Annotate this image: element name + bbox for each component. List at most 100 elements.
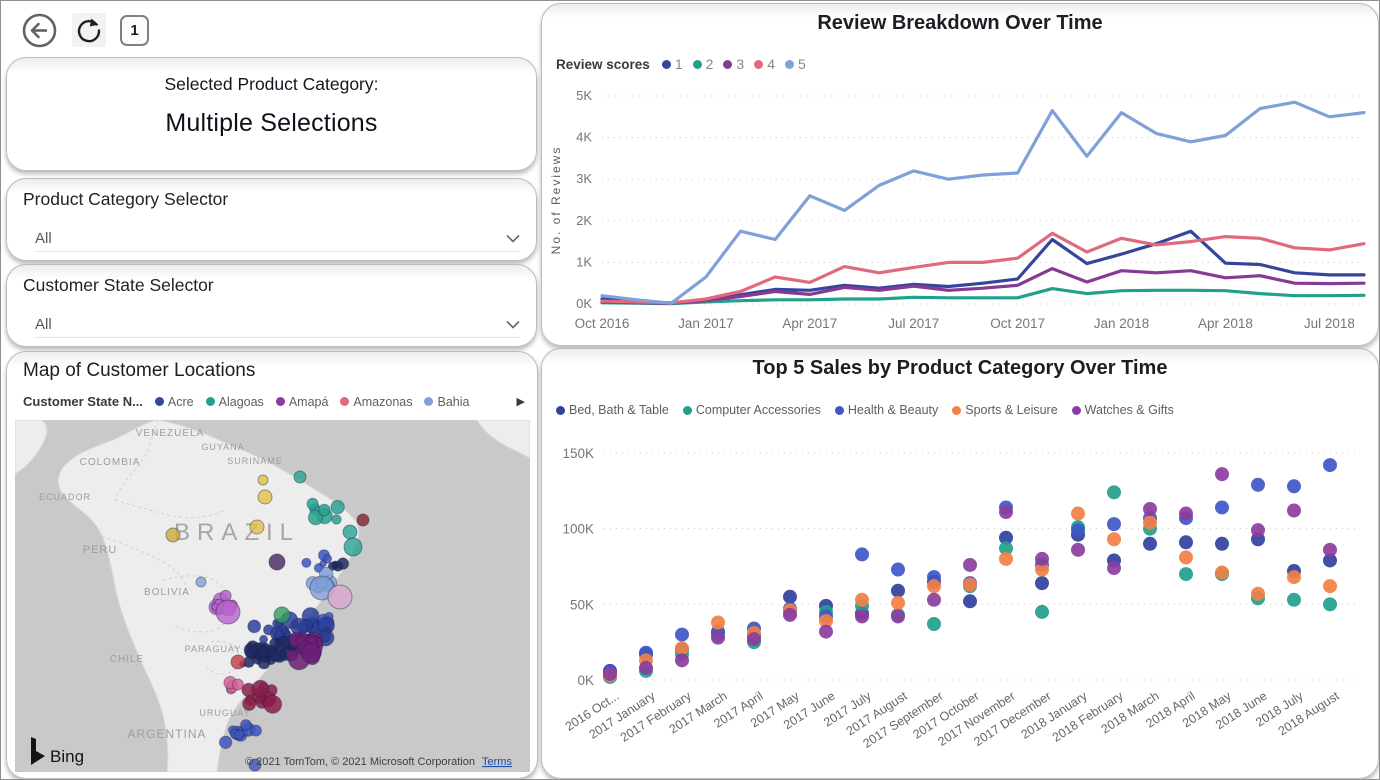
svg-text:Apr 2018: Apr 2018 <box>1198 316 1253 331</box>
svg-text:BRAZIL: BRAZIL <box>174 519 300 546</box>
svg-text:Bing: Bing <box>50 747 84 766</box>
svg-text:2K: 2K <box>576 213 592 228</box>
legend-item[interactable]: 5 <box>785 56 806 72</box>
legend-item[interactable]: Computer Accessories <box>682 403 821 417</box>
map-title: Map of Customer Locations <box>23 360 256 381</box>
legend-dot-icon <box>952 405 962 415</box>
sales-chart-title: Top 5 Sales by Product Category Over Tim… <box>752 357 1168 379</box>
legend-item[interactable]: Health & Beauty <box>834 403 939 417</box>
legend-dot-icon <box>723 59 733 69</box>
legend-dot-icon <box>682 405 692 415</box>
legend-item[interactable]: Amapá <box>275 394 329 409</box>
legend-item[interactable]: Acre <box>154 394 194 409</box>
legend-dot-icon <box>834 405 844 415</box>
legend-label: 5 <box>798 56 806 72</box>
legend-item[interactable]: 2 <box>692 56 713 72</box>
selected-category-card: Selected Product Category: Multiple Sele… <box>6 57 537 171</box>
bing-map[interactable]: VENEZUELA GUYANA SURINAME COLOMBIA ECUADOR PE… <box>15 420 530 772</box>
legend-label: Sports & Leisure <box>965 403 1058 417</box>
svg-text:PARAGUAY: PARAGUAY <box>185 644 242 654</box>
legend-label: Bed, Bath & Table <box>569 403 669 417</box>
refresh-button[interactable] <box>72 13 106 47</box>
legend-label: 4 <box>767 56 775 72</box>
legend-item[interactable]: 3 <box>723 56 744 72</box>
review-legend-items: 1 2 3 4 5 <box>661 56 806 72</box>
legend-label: Computer Accessories <box>695 403 821 417</box>
legend-scroll-right-icon[interactable]: ▶ <box>516 396 525 408</box>
legend-label: 3 <box>736 56 745 72</box>
review-line-chart[interactable]: 0K 1K 2K 3K 4K 5K Oct 2016 Jan 2017 Apr 2017 Jul … <box>546 76 1375 344</box>
svg-text:1K: 1K <box>576 254 592 269</box>
legend-label: Alagoas <box>218 394 264 409</box>
sales-legend-items: Bed, Bath & Table Computer Accessories Hea… <box>556 403 1174 417</box>
legend-label: 1 <box>674 56 683 72</box>
legend-item[interactable]: Watches & Gifts <box>1071 403 1174 417</box>
sales-chart-card: Top 5 Sales by Product Category Over Tim… <box>541 348 1379 779</box>
svg-text:Oct 2016: Oct 2016 <box>575 316 630 331</box>
terms-link[interactable]: Terms <box>482 756 512 768</box>
product-category-value: All <box>35 229 52 247</box>
review-chart-card: Review Breakdown Over Time Review scores… <box>541 3 1379 346</box>
legend-label: Bahia <box>437 394 470 409</box>
review-chart-title: Review Breakdown Over Time <box>817 12 1103 34</box>
legend-item[interactable]: Sports & Leisure <box>952 403 1058 417</box>
map-legend-title: Customer State N... <box>23 394 143 409</box>
selected-category-label: Selected Product Category: <box>164 74 379 94</box>
refresh-icon <box>77 18 101 43</box>
svg-text:ARGENTINA: ARGENTINA <box>127 727 206 741</box>
product-category-slicer: Product Category Selector All <box>6 178 537 261</box>
back-button[interactable] <box>21 12 58 49</box>
svg-text:CHILE: CHILE <box>110 654 144 665</box>
toolbar: 1 <box>21 9 149 51</box>
legend-dot-icon <box>275 397 285 406</box>
map-legend: Customer State N... Acre Alagoas Amapá Amaz… <box>23 394 525 409</box>
map-legend-items: Acre Alagoas Amapá Amazonas Bahia <box>154 394 469 409</box>
legend-dot-icon <box>205 397 215 406</box>
legend-dot-icon <box>661 59 671 69</box>
review-legend-title: Review scores <box>556 56 650 72</box>
svg-text:4K: 4K <box>576 130 592 145</box>
svg-text:5K: 5K <box>576 88 592 103</box>
legend-item[interactable]: 4 <box>754 56 775 72</box>
legend-item[interactable]: Alagoas <box>205 394 264 409</box>
product-category-dropdown[interactable]: All <box>35 225 520 252</box>
legend-dot-icon <box>424 397 434 406</box>
svg-text:SURINAME: SURINAME <box>227 456 283 466</box>
legend-label: Health & Beauty <box>847 403 939 417</box>
svg-text:0K: 0K <box>576 296 592 311</box>
legend-label: Amazonas <box>353 394 413 409</box>
legend-label: Watches & Gifts <box>1084 403 1174 417</box>
back-arrow-icon <box>22 13 57 47</box>
svg-text:Oct 2017: Oct 2017 <box>990 316 1045 331</box>
svg-text:150K: 150K <box>562 446 594 461</box>
legend-label: Amapá <box>288 394 329 409</box>
legend-label: Acre <box>167 394 194 409</box>
page-number-button[interactable]: 1 <box>120 14 149 46</box>
customer-state-slicer-title: Customer State Selector <box>23 275 214 295</box>
legend-item[interactable]: Amazonas <box>340 395 412 409</box>
svg-text:VENEZUELA: VENEZUELA <box>136 428 204 439</box>
svg-text:No. of Reviews: No. of Reviews <box>549 146 563 255</box>
legend-dot-icon <box>1071 405 1081 415</box>
svg-text:© 2021 TomTom, © 2021 Microsof: © 2021 TomTom, © 2021 Microsoft Corporat… <box>245 756 475 768</box>
legend-dot-icon <box>785 59 794 69</box>
chevron-down-icon <box>506 320 520 329</box>
legend-dot-icon <box>154 397 164 406</box>
svg-text:BOLIVIA: BOLIVIA <box>144 587 190 598</box>
customer-state-dropdown[interactable]: All <box>35 311 520 338</box>
legend-dot-icon <box>754 59 764 69</box>
page-number: 1 <box>130 21 139 39</box>
svg-text:3K: 3K <box>576 171 592 186</box>
svg-text:ECUADOR: ECUADOR <box>39 492 91 502</box>
bing-logo-icon: Bing <box>31 737 84 766</box>
legend-item[interactable]: 1 <box>661 56 683 72</box>
customer-state-value: All <box>35 315 52 333</box>
svg-text:Jul 2017: Jul 2017 <box>888 316 939 331</box>
legend-item[interactable]: Bahia <box>424 395 469 409</box>
selected-category-value: Multiple Selections <box>165 109 378 137</box>
svg-text:0K: 0K <box>577 673 594 688</box>
sales-legend: Bed, Bath & Table Computer Accessories Hea… <box>556 403 1174 417</box>
legend-item[interactable]: Bed, Bath & Table <box>556 403 669 417</box>
